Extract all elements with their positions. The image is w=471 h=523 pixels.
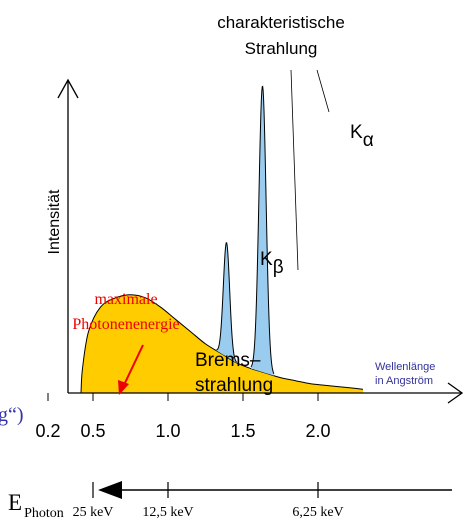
energy-tick-label: 6,25 keV <box>292 505 343 520</box>
characteristic-radiation-label-line: charakteristische <box>217 13 345 32</box>
bremsstrahlung-label: Brems– strahlung <box>195 350 273 396</box>
wavelength-note-line: in Angström <box>375 375 433 387</box>
x-tick-label: 0.5 <box>80 421 105 441</box>
k-beta-label: Kβ <box>260 249 284 278</box>
bremsstrahlung-area <box>81 294 363 393</box>
pointer-k-alpha <box>316 69 330 113</box>
y-axis-arrowhead <box>57 78 79 99</box>
bremsstrahlung-curve <box>80 294 364 394</box>
wavelength-note: Wellenlänge in Angström <box>375 361 435 387</box>
max-energy-arrowhead <box>118 380 129 395</box>
max-energy-arrow-line <box>123 344 144 386</box>
energy-axis-label: E Photon <box>8 490 64 521</box>
characteristic-radiation-label-line: Strahlung <box>245 39 318 58</box>
x-tick-label: 0.2 <box>35 421 60 441</box>
cut-off-text: g“) <box>0 404 24 426</box>
x-tick-label: 1.5 <box>230 421 255 441</box>
max-energy-label-line: maximale <box>94 291 157 308</box>
y-axis-label: Intensität <box>46 189 63 254</box>
energy-tick-label: 25 keV <box>73 505 114 520</box>
x-axis-arrowhead <box>447 382 464 404</box>
pointer-k-beta <box>290 69 299 271</box>
max-energy-label: maximale Photonenenergie <box>72 291 179 333</box>
max-energy-label-line: Photonenenergie <box>72 316 179 333</box>
peak-outline-k-alpha <box>250 85 275 374</box>
bremsstrahlung-label-line: Brems– <box>195 350 261 371</box>
peak-area-k-alpha <box>250 86 274 376</box>
energy-tick-label: 12,5 keV <box>142 505 193 520</box>
energy-axis-arrowhead <box>98 481 122 499</box>
peak-outline-k-beta <box>216 242 237 363</box>
k-alpha-label: Kα <box>350 122 374 151</box>
characteristic-radiation-label: charakteristische Strahlung <box>217 13 345 58</box>
x-tick-label: 2.0 <box>305 421 330 441</box>
x-tick-label: 1.0 <box>155 421 180 441</box>
wavelength-note-line: Wellenlänge <box>375 361 435 373</box>
bremsstrahlung-label-line: strahlung <box>195 375 273 396</box>
